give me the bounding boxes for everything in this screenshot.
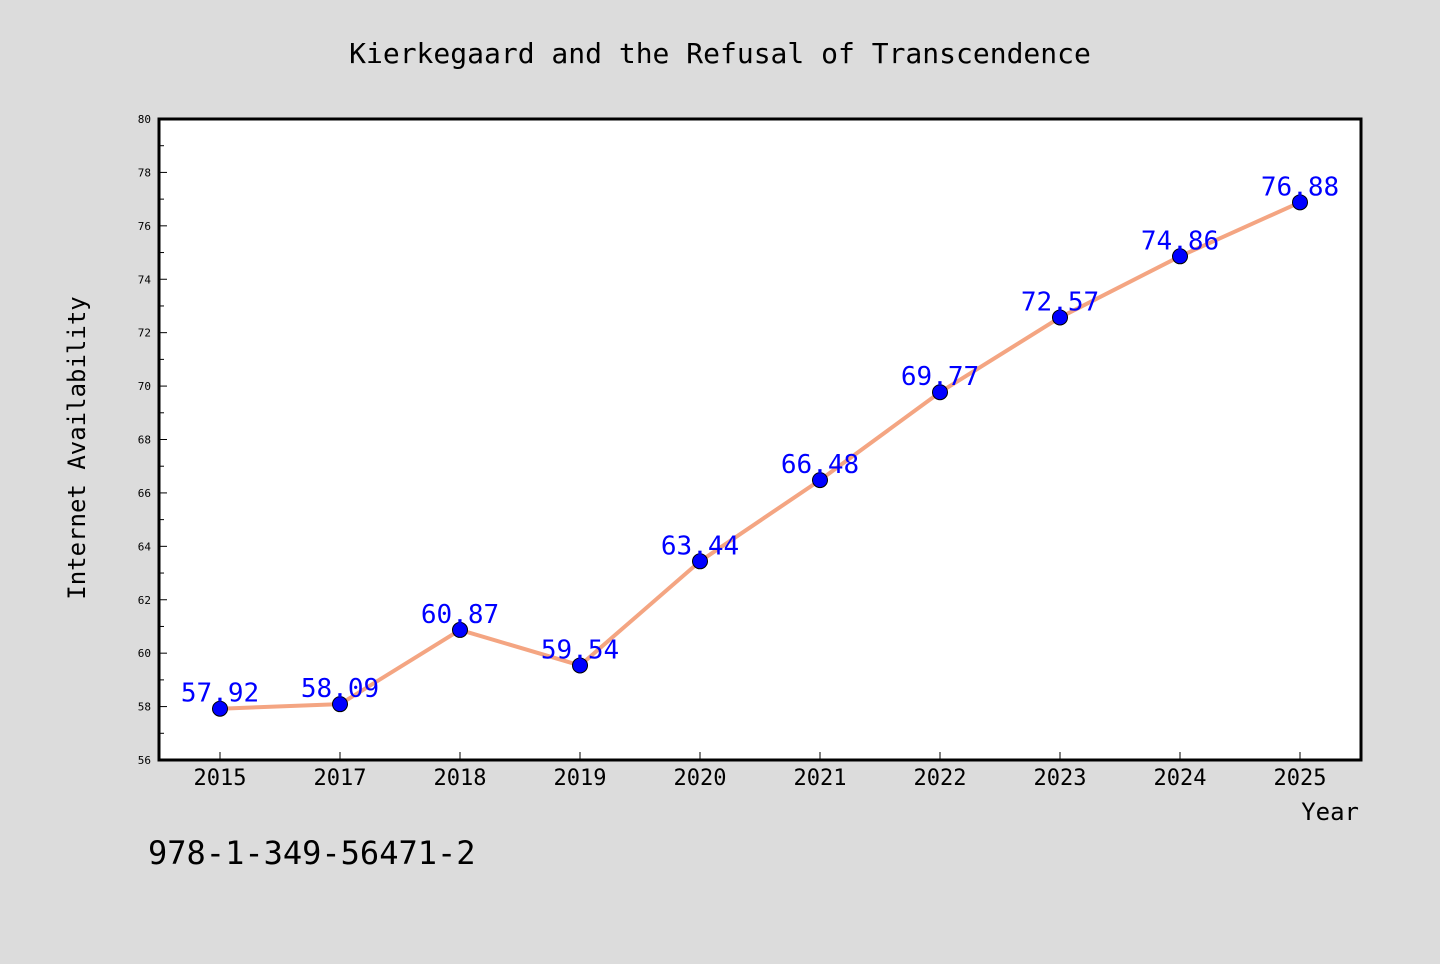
data-point [572,657,588,674]
y-tick-label: 58 [138,701,151,714]
data-point [332,696,348,713]
y-tick-label: 66 [138,487,151,500]
y-tick-label: 76 [138,220,151,233]
data-point [452,621,468,638]
y-tick-label: 80 [138,113,151,126]
y-tick-label: 70 [138,380,151,393]
chart-title: Kierkegaard and the Refusal of Transcend… [349,37,1091,70]
data-point [692,553,708,570]
data-point [1292,194,1308,211]
x-tick-label: 2020 [674,766,727,791]
y-tick-label: 60 [138,647,151,660]
x-tick-label: 2024 [1154,766,1207,791]
series-line [218,200,1302,711]
x-tick-label: 2017 [314,766,367,791]
x-tick-label: 2021 [794,766,847,791]
data-point [212,700,228,717]
x-tick-label: 2019 [554,766,607,791]
y-tick-label: 62 [138,594,151,607]
data-point [812,472,828,489]
y-tick-label: 68 [138,434,151,447]
data-label: 66.48 [781,450,859,480]
x-tick-label: 2022 [914,766,967,791]
y-tick-label: 72 [138,327,151,340]
x-tick-label: 2023 [1034,766,1087,791]
data-point [1052,309,1068,326]
y-tick-label: 64 [138,540,152,553]
y-axis-label: Internet Availability [63,296,91,599]
data-label: 72.57 [1021,287,1099,317]
x-tick-label: 2025 [1274,766,1327,791]
data-label: 69.77 [901,362,979,392]
data-label: 60.87 [421,600,499,630]
series-layer: 57.92 58.09 60.87 59.54 63.44 66.48 69.77 72.57… [181,172,1339,717]
data-label: 74.86 [1141,226,1219,256]
isbn-text: 978-1-349-56471-2 [148,834,476,872]
y-tick-label: 56 [138,754,151,767]
data-label: 59.54 [541,635,619,665]
data-point [932,384,948,401]
y-tick-label: 74 [138,273,152,286]
y-axis: 56 58 60 62 64 66 68 70 72 74 76 78 80 [138,113,167,767]
data-label: 57.92 [181,679,259,709]
x-tick-label: 2018 [434,766,487,791]
data-point [1172,248,1188,265]
data-label: 63.44 [661,531,739,561]
plot-area [157,117,1363,762]
y-tick-label: 78 [138,166,151,179]
data-label: 58.09 [301,674,379,704]
x-axis: 2015 2017 2018 2019 2020 2021 2022 2023 2024 2025 [194,752,1327,791]
x-axis-label: Year [1301,798,1359,826]
data-label: 76.88 [1261,172,1339,202]
x-tick-label: 2015 [194,766,247,791]
